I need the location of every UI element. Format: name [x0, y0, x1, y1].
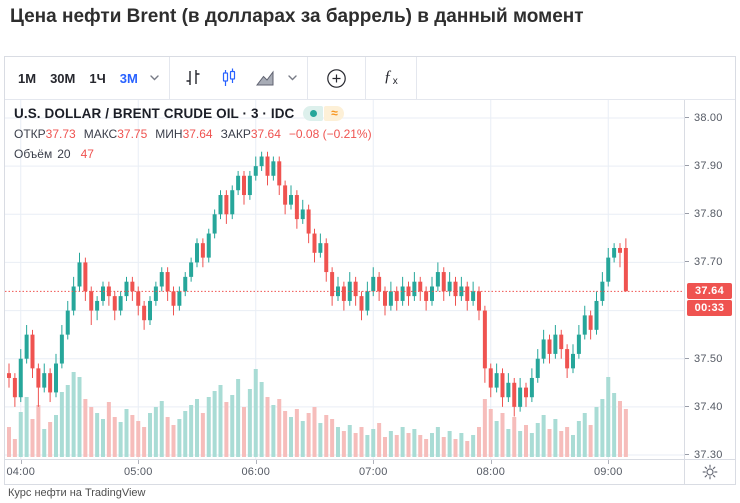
- green-dot-icon: [309, 109, 317, 117]
- market-status-badge[interactable]: [303, 105, 324, 121]
- chevron-down-icon: [150, 75, 159, 81]
- time-tick-mark: [608, 460, 610, 464]
- time-tick-label: 07:00: [358, 466, 388, 478]
- bars-chart-type-icon: [186, 70, 200, 85]
- time-tick-label: 09:00: [593, 466, 623, 478]
- time-tick-mark: [490, 460, 492, 464]
- interval-button-1м[interactable]: 1М: [11, 57, 43, 99]
- price-tick-label: 37.90: [685, 160, 735, 172]
- interval-button-3м[interactable]: 3М: [113, 57, 145, 99]
- chart-toolbar: 1М 30М 1Ч 3М: [5, 57, 735, 100]
- toolbar-divider: [168, 57, 170, 99]
- candlesticks-chart-type-icon: [222, 68, 235, 86]
- interval-chevron-button[interactable]: [145, 57, 164, 99]
- time-tick-mark: [20, 460, 22, 464]
- plus-circle-icon: [326, 68, 346, 88]
- time-tick-label: 06:00: [241, 466, 271, 478]
- interval-button-group: 1М 30М 1Ч 3М: [11, 57, 145, 99]
- chart-region: U.S. DOLLAR / BRENT CRUDE OIL · 3 · IDC …: [5, 100, 735, 461]
- tradingview-chart-widget: 1М 30М 1Ч 3М: [4, 56, 736, 485]
- bar-countdown-label: 00:33: [687, 300, 732, 317]
- toolbar-divider: [364, 57, 366, 99]
- gear-icon: [702, 464, 718, 480]
- time-axis[interactable]: 04:00 05:00 06:00 07:00 08:00 09:00: [5, 460, 735, 484]
- indicators-button[interactable]: ƒx: [371, 57, 411, 99]
- axis-settings-cell: [684, 460, 735, 484]
- candles-chart-type-button[interactable]: [211, 57, 247, 99]
- area-chart-type-button[interactable]: [247, 57, 283, 99]
- fx-icon: ƒx: [383, 68, 398, 87]
- chart-type-chevron-button[interactable]: [283, 57, 302, 99]
- price-tick-label: 37.70: [685, 256, 735, 268]
- area-chart-type-icon: [255, 70, 274, 86]
- delayed-data-badge[interactable]: ≈: [324, 105, 345, 121]
- price-chart-canvas[interactable]: [5, 100, 684, 459]
- toolbar-divider: [306, 57, 308, 99]
- page-title: Цена нефти Brent (в долларах за баррель)…: [10, 6, 584, 27]
- interval-button-1ч[interactable]: 1Ч: [82, 57, 112, 99]
- interval-button-30м[interactable]: 30М: [43, 57, 82, 99]
- toolbar-divider: [415, 57, 417, 99]
- price-tick-label: 38.00: [685, 112, 735, 124]
- time-tick-label: 08:00: [476, 466, 506, 478]
- time-tick-label: 04:00: [6, 466, 36, 478]
- price-axis[interactable]: 37.64 00:33 38.00 37.90 37.80 37.70 37.50 37.…: [684, 100, 735, 461]
- time-tick-label: 05:00: [123, 466, 153, 478]
- price-tick-label: 37.50: [685, 353, 735, 365]
- price-tick-label: 37.40: [685, 401, 735, 413]
- bars-chart-type-button[interactable]: [175, 57, 211, 99]
- price-tick-label: 37.80: [685, 208, 735, 220]
- chevron-down-icon: [288, 75, 297, 81]
- chart-settings-button[interactable]: [702, 464, 718, 480]
- price-tick-label: 37.30: [685, 449, 735, 461]
- time-tick-mark: [373, 460, 375, 464]
- time-tick-mark: [255, 460, 257, 464]
- attribution-caption: Курс нефти на TradingView: [8, 487, 146, 499]
- time-tick-mark: [138, 460, 140, 464]
- compare-button[interactable]: [313, 57, 360, 99]
- time-labels: 04:00 05:00 06:00 07:00 08:00 09:00: [5, 460, 684, 484]
- current-price-label: 37.64: [687, 283, 732, 300]
